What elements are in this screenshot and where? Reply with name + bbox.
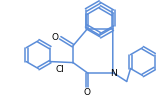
Text: O: O: [52, 33, 59, 42]
Text: O: O: [83, 88, 90, 97]
Text: N: N: [110, 69, 117, 78]
Text: Cl: Cl: [56, 65, 65, 74]
